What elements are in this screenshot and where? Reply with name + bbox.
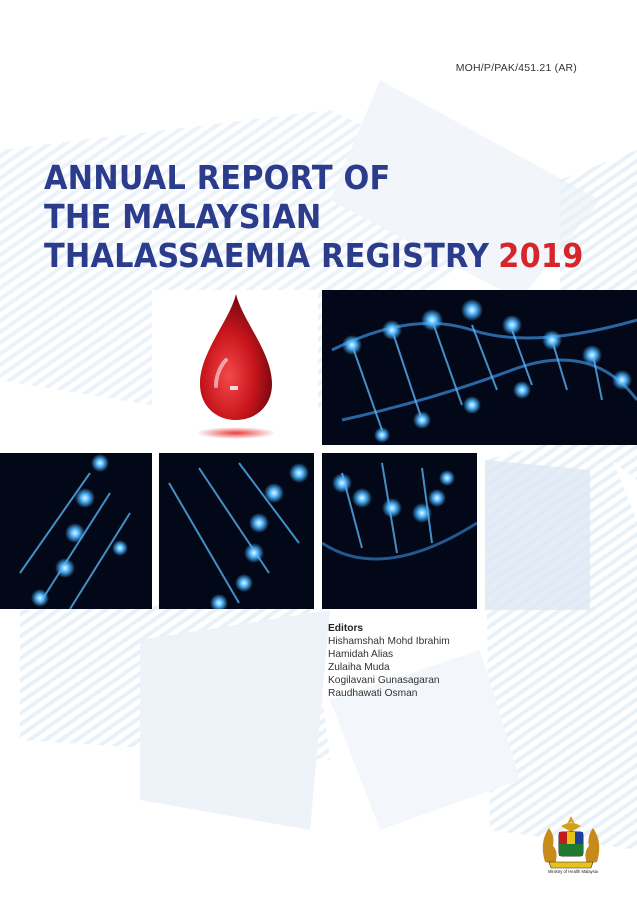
editor-name: Hamidah Alias (328, 649, 394, 660)
editors-block: Editors Hishamshah Mohd Ibrahim Hamidah … (328, 622, 450, 700)
editor-name: Zulaiha Muda (328, 662, 390, 673)
title-line-3: THALASSAEMIA REGISTRY 2019 (44, 236, 584, 275)
report-code: MOH/P/PAK/451.21 (AR) (455, 62, 577, 74)
title-line-1: ANNUAL REPORT OF (44, 158, 391, 197)
blood-drop-tile (152, 290, 318, 445)
editors-heading: Editors (328, 623, 364, 634)
blood-drop-icon (196, 294, 276, 439)
dna-helix-tile-2 (159, 453, 314, 609)
editor-name: Kogilavani Gunasagaran (328, 675, 440, 686)
report-year: 2019 (498, 236, 584, 275)
report-title: ANNUAL REPORT OF THE MALAYSIAN THALASSAE… (44, 158, 584, 275)
dna-helix-tile-large (322, 290, 637, 445)
dna-helix-tile-1 (0, 453, 152, 609)
title-line-2: THE MALAYSIAN (44, 197, 322, 236)
dna-helix-tile-3 (322, 453, 477, 609)
editor-name: Raudhawati Osman (328, 688, 418, 699)
publisher-caption: Ministry of Health Malaysia (547, 869, 599, 874)
dna-helix (331, 299, 637, 443)
editor-name: Hishamshah Mohd Ibrahim (328, 636, 450, 647)
malaysia-coat-of-arms-icon (542, 816, 600, 869)
